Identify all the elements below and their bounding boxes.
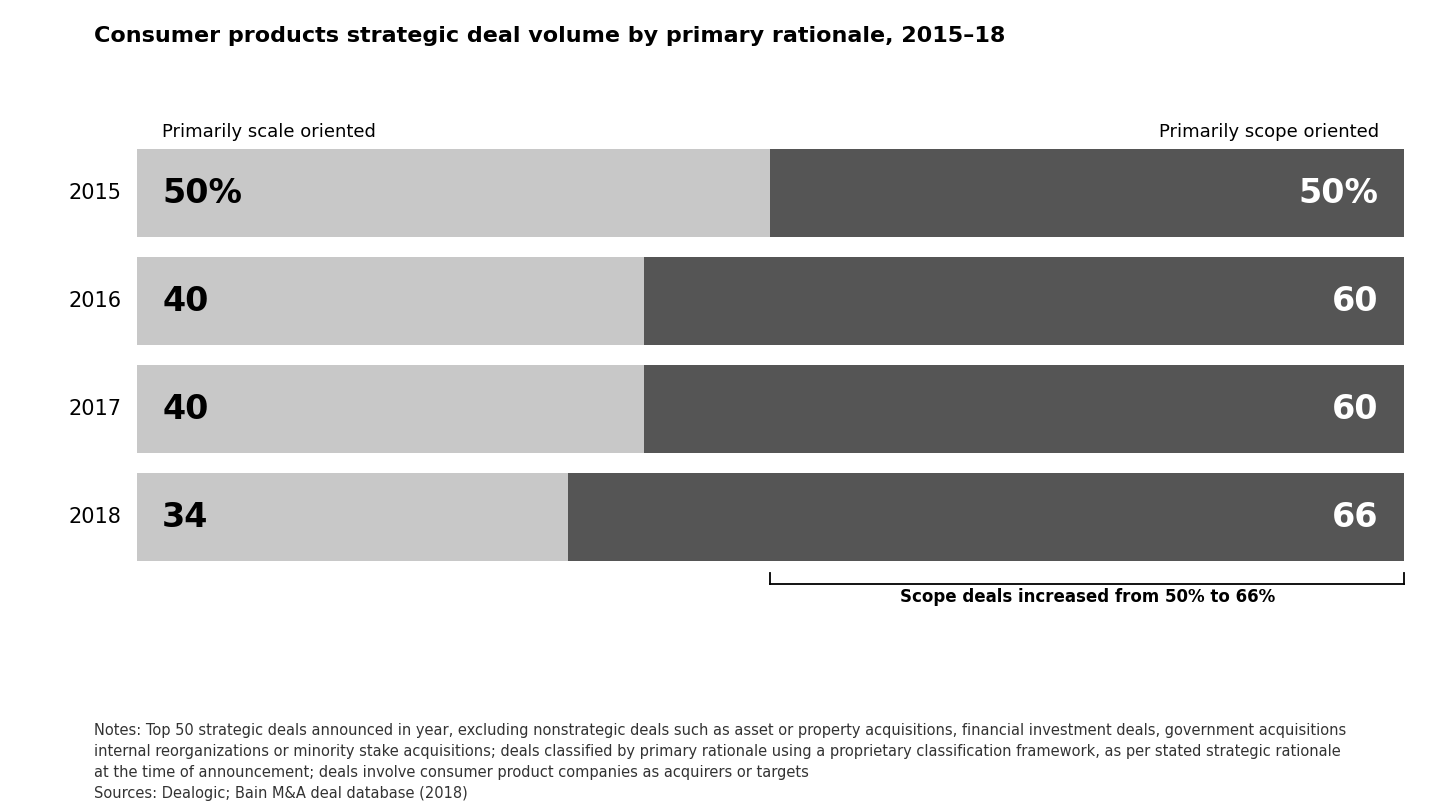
Text: 50%: 50%: [1299, 177, 1378, 210]
Text: Consumer products strategic deal volume by primary rationale, 2015–18: Consumer products strategic deal volume …: [94, 26, 1005, 46]
Text: 2017: 2017: [69, 399, 121, 419]
Text: 60: 60: [1332, 393, 1378, 425]
Text: 2016: 2016: [69, 291, 121, 311]
Text: Scope deals increased from 50% to 66%: Scope deals increased from 50% to 66%: [900, 588, 1274, 607]
Text: 2015: 2015: [69, 183, 121, 203]
Text: 60: 60: [1332, 284, 1378, 318]
Bar: [567, 473, 1404, 561]
Text: Notes: Top 50 strategic deals announced in year, excluding nonstrategic deals su: Notes: Top 50 strategic deals announced …: [94, 723, 1346, 738]
Bar: [137, 149, 770, 237]
Bar: [137, 473, 567, 561]
Text: Primarily scope oriented: Primarily scope oriented: [1159, 123, 1378, 141]
Bar: [137, 257, 644, 345]
Bar: [770, 149, 1404, 237]
Bar: [137, 364, 644, 454]
Text: Sources: Dealogic; Bain M&A deal database (2018): Sources: Dealogic; Bain M&A deal databas…: [94, 786, 468, 801]
Text: 40: 40: [163, 393, 209, 425]
Text: 66: 66: [1332, 501, 1378, 534]
Text: internal reorganizations or minority stake acquisitions; deals classified by pri: internal reorganizations or minority sta…: [94, 744, 1341, 759]
Text: 40: 40: [163, 284, 209, 318]
Text: 2018: 2018: [69, 507, 121, 527]
Bar: [644, 364, 1404, 454]
Bar: [644, 257, 1404, 345]
Text: Primarily scale oriented: Primarily scale oriented: [163, 123, 376, 141]
Text: 34: 34: [163, 501, 209, 534]
Text: 50%: 50%: [163, 177, 242, 210]
Text: at the time of announcement; deals involve consumer product companies as acquire: at the time of announcement; deals invol…: [94, 765, 808, 780]
